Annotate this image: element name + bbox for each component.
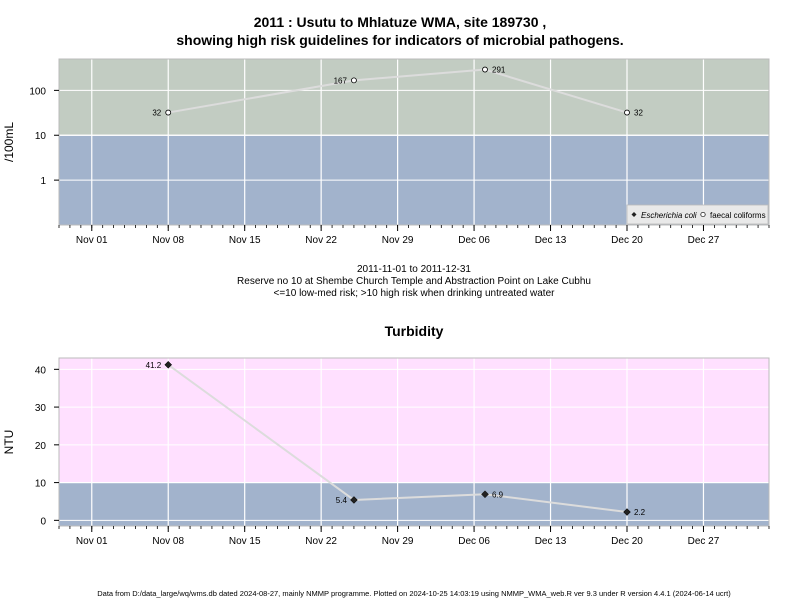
x-tick-label: Nov 22: [305, 235, 337, 246]
data-point: [350, 496, 358, 504]
x-tick-label: Nov 01: [76, 235, 108, 246]
y-tick-label: 10: [35, 131, 47, 142]
data-point: [165, 109, 172, 116]
microbial-plot: Nov 01 Nov 08 Nov 15 Nov 22 Nov 29 Dec 06 Dec …: [2, 58, 770, 246]
x-tick-label: Nov 08: [152, 235, 184, 246]
y-tick-label: 30: [35, 403, 47, 414]
data-label: 167: [334, 76, 348, 85]
x-tick-label: Dec 13: [535, 235, 567, 246]
data-label: 2.2: [634, 508, 646, 517]
risk-guideline-caption: <=10 low-med risk; >10 high risk when dr…: [273, 288, 555, 299]
high-risk-band: [59, 358, 769, 483]
plot-frame: [58, 58, 770, 226]
data-point: [351, 77, 357, 84]
x-tick-label: Nov 29: [382, 536, 414, 547]
low-risk-band: [59, 482, 769, 526]
x-tick-label: Dec 20: [611, 536, 643, 547]
x-tick-label: Dec 06: [458, 235, 490, 246]
x-tick-label: Dec 06: [458, 536, 490, 547]
chart-title-line2: showing high risk guidelines for indicat…: [176, 32, 624, 48]
y-tick-label: 100: [29, 86, 46, 97]
y-tick-label: 10: [35, 479, 47, 490]
turbidity-plot: Nov 01 Nov 08 Nov 15 Nov 22 Nov 29 Dec 06 Dec …: [2, 357, 770, 547]
legend-box: [626, 204, 769, 225]
x-tick-label: Nov 08: [152, 536, 184, 547]
y-tick-label: 40: [35, 365, 47, 376]
y-axis-label: NTU: [2, 430, 16, 455]
series-line: [168, 68, 628, 114]
y-tick-label: 0: [40, 516, 46, 527]
date-range-caption: 2011-11-01 to 2011-12-31: [357, 264, 471, 275]
x-tick-label: Nov 15: [229, 536, 261, 547]
data-label: 291: [492, 66, 506, 75]
legend-marker-faecal: [700, 211, 706, 218]
x-tick-label: Dec 20: [611, 235, 643, 246]
data-label: 32: [152, 109, 161, 118]
x-tick-label: Nov 22: [305, 536, 337, 547]
plot-frame: [58, 357, 770, 527]
chart-title-line1: 2011 : Usutu to Mhlatuze WMA, site 18973…: [253, 14, 547, 30]
x-tick-label: Dec 27: [688, 536, 720, 547]
data-point: [164, 360, 173, 369]
x-tick-label: Nov 29: [382, 235, 414, 246]
data-point: [482, 66, 488, 73]
footer-note: Data from D:/data_large/wq/wms.db dated …: [97, 589, 731, 598]
x-tick-label: Nov 15: [229, 235, 261, 246]
x-tick-label: Dec 27: [688, 235, 720, 246]
x-tick-label: Nov 01: [76, 536, 108, 547]
y-tick-label: 20: [35, 441, 47, 452]
y-tick-label: 1: [40, 176, 46, 187]
turbidity-title: Turbidity: [384, 323, 444, 339]
data-point: [624, 109, 630, 116]
data-point: [623, 508, 631, 516]
data-label: 32: [634, 109, 643, 118]
legend-label-ecoli: Escherichia coli: [641, 211, 697, 220]
data-label: 41.2: [146, 361, 162, 370]
x-tick-label: Dec 13: [535, 536, 567, 547]
data-label: 5.4: [336, 496, 348, 505]
site-description-caption: Reserve no 10 at Shembe Church Temple an…: [237, 276, 591, 287]
legend-marker-ecoli: [631, 212, 637, 217]
high-risk-band: [59, 59, 769, 136]
data-point: [481, 490, 489, 499]
series-line: [167, 363, 628, 514]
y-axis-label: /100mL: [2, 122, 16, 162]
data-label: 6.9: [492, 490, 504, 499]
legend-label-faecal: faecal coliforms: [710, 211, 766, 220]
